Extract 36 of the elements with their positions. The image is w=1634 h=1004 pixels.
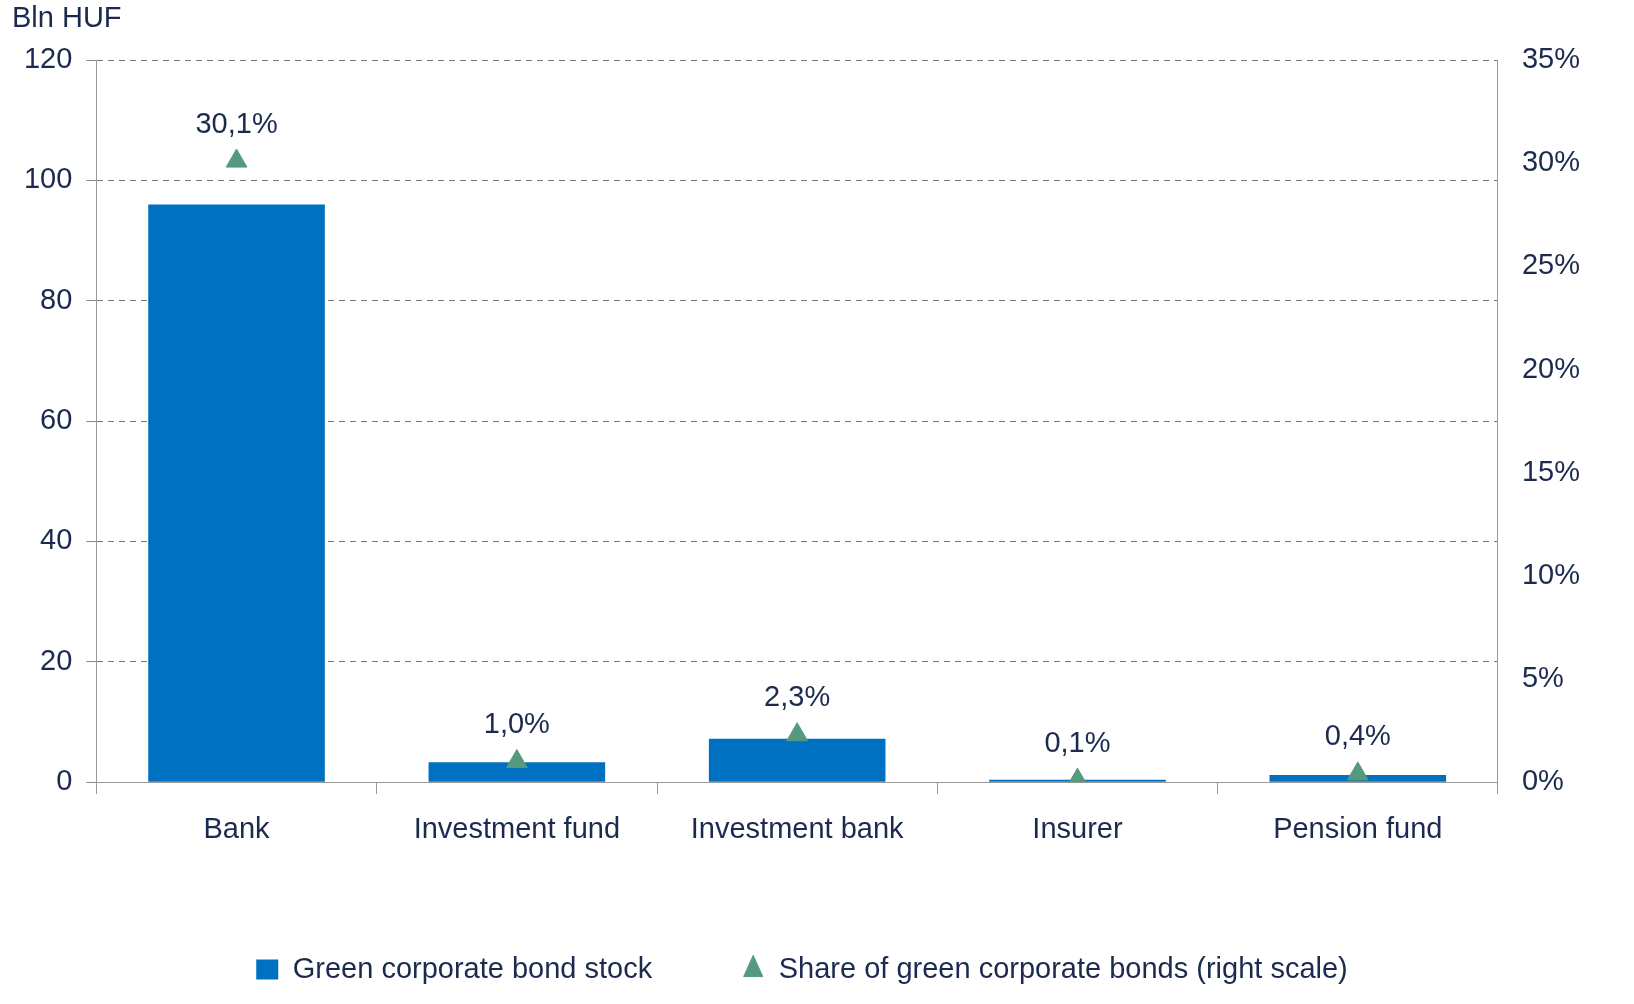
bar <box>428 762 606 782</box>
x-tick-label: Bank <box>203 811 271 844</box>
x-tick-label: Pension fund <box>1273 811 1443 844</box>
point <box>505 749 528 769</box>
y-tick-label: 40 <box>40 523 73 556</box>
y-tick-label: 120 <box>23 42 73 74</box>
point <box>225 148 248 168</box>
y-tick-label: 20 <box>40 643 73 676</box>
y2-tick-label: 35% <box>1521 42 1580 74</box>
y2-tick-label: 15% <box>1521 454 1580 487</box>
y-tick-label: 80 <box>40 282 73 315</box>
y-axis-title: Bln HUF <box>12 0 122 33</box>
y2-tick-label: 30% <box>1521 145 1580 178</box>
legend-label: Share of green corporate bonds (right scale) <box>778 951 1348 984</box>
y-tick-label: 0 <box>56 764 73 797</box>
point <box>786 722 809 742</box>
data-label: 1,0% <box>483 707 550 740</box>
point <box>1346 761 1369 781</box>
y2-tick-label: 5% <box>1521 661 1564 694</box>
y2-tick-label: 25% <box>1521 248 1580 281</box>
y2-tick-label: 20% <box>1521 351 1580 384</box>
x-tick-label: Insurer <box>1032 811 1123 844</box>
bar <box>708 738 886 782</box>
y-tick-label: 60 <box>40 403 73 436</box>
bar <box>1269 774 1447 782</box>
y2-tick-label: 10% <box>1521 557 1580 590</box>
y-tick-label: 100 <box>23 162 73 195</box>
data-label: 2,3% <box>764 680 831 713</box>
y2-tick-label: 0% <box>1521 764 1564 797</box>
data-label: 30,1% <box>195 106 278 139</box>
data-label: 0,4% <box>1324 719 1391 752</box>
x-tick-label: Investment bank <box>690 811 905 844</box>
bar <box>148 204 325 782</box>
x-tick-label: Investment fund <box>413 811 621 844</box>
legend-label: Green corporate bond stock <box>292 951 653 984</box>
data-label: 0,1% <box>1044 725 1111 758</box>
